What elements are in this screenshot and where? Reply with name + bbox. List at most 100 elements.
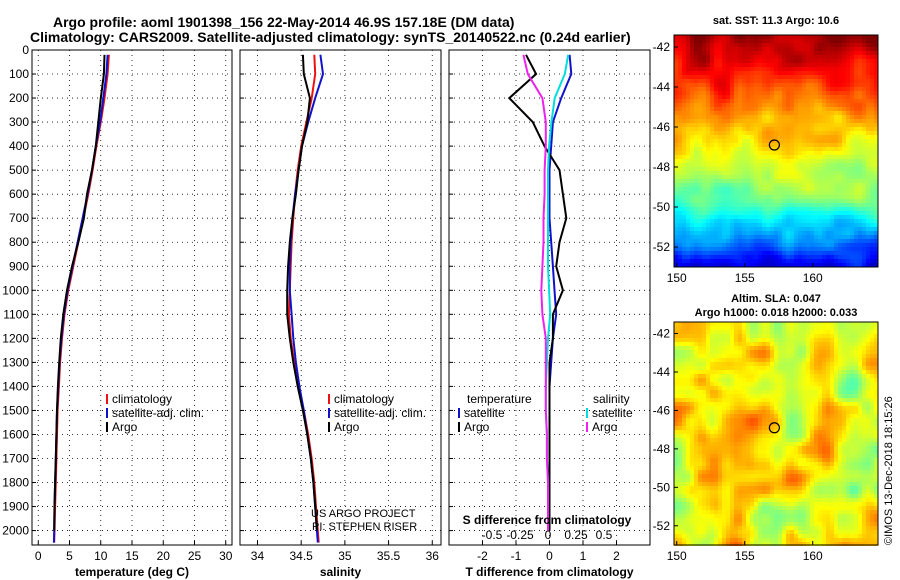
heatmap-cell bbox=[814, 87, 818, 91]
heatmap-cell bbox=[754, 223, 758, 227]
heatmap-cell bbox=[706, 239, 710, 243]
heatmap-cell bbox=[678, 83, 682, 87]
heatmap-cell bbox=[822, 47, 826, 51]
heatmap-cell bbox=[686, 326, 690, 330]
heatmap-cell bbox=[834, 442, 838, 446]
heatmap-cell bbox=[766, 382, 770, 386]
argo-float-position-marker bbox=[768, 139, 780, 151]
heatmap-cell bbox=[750, 406, 754, 410]
heatmap-cell bbox=[814, 115, 818, 119]
heatmap-cell bbox=[778, 187, 782, 191]
y-tick-label: 100 bbox=[9, 67, 29, 81]
heatmap-cell bbox=[698, 211, 702, 215]
heatmap-cell bbox=[778, 179, 782, 183]
heatmap-cell bbox=[838, 394, 842, 398]
heatmap-cell bbox=[802, 179, 806, 183]
heatmap-cell bbox=[802, 175, 806, 179]
heatmap-cell bbox=[798, 71, 802, 75]
heatmap-cell bbox=[790, 79, 794, 83]
heatmap-cell bbox=[810, 450, 814, 454]
heatmap-cell bbox=[758, 223, 762, 227]
heatmap-cell bbox=[758, 111, 762, 115]
heatmap-cell bbox=[714, 35, 718, 39]
heatmap-cell bbox=[710, 326, 714, 330]
heatmap-cell bbox=[858, 75, 862, 79]
heatmap-cell bbox=[842, 219, 846, 223]
heatmap-cell bbox=[786, 175, 790, 179]
heatmap-cell bbox=[710, 115, 714, 119]
heatmap-cell bbox=[818, 71, 822, 75]
heatmap-cell bbox=[842, 402, 846, 406]
heatmap-cell bbox=[710, 358, 714, 362]
heatmap-cell bbox=[754, 95, 758, 99]
heatmap-cell bbox=[826, 75, 830, 79]
heatmap-cell bbox=[794, 75, 798, 79]
heatmap-cell bbox=[826, 227, 830, 231]
heatmap-cell bbox=[718, 207, 722, 211]
heatmap-cell bbox=[690, 398, 694, 402]
heatmap-cell bbox=[750, 55, 754, 59]
heatmap-cell bbox=[758, 35, 762, 39]
heatmap-cell bbox=[682, 362, 686, 366]
heatmap-cell bbox=[822, 342, 826, 346]
heatmap-cell bbox=[722, 127, 726, 131]
heatmap-cell bbox=[826, 418, 830, 422]
heatmap-cell bbox=[798, 95, 802, 99]
heatmap-cell bbox=[674, 111, 678, 115]
heatmap-cell bbox=[714, 123, 718, 127]
heatmap-cell bbox=[822, 71, 826, 75]
heatmap-cell bbox=[694, 79, 698, 83]
heatmap-cell bbox=[842, 255, 846, 259]
heatmap-cell bbox=[714, 155, 718, 159]
heatmap-cell bbox=[750, 179, 754, 183]
heatmap-cell bbox=[758, 326, 762, 330]
heatmap-cell bbox=[678, 243, 682, 247]
heatmap-cell bbox=[838, 167, 842, 171]
heatmap-cell bbox=[786, 350, 790, 354]
heatmap-cell bbox=[790, 358, 794, 362]
heatmap-cell bbox=[874, 83, 878, 87]
heatmap-cell bbox=[826, 251, 830, 255]
heatmap-cell bbox=[754, 123, 758, 127]
heatmap-cell bbox=[850, 330, 854, 334]
heatmap-cell bbox=[846, 107, 850, 111]
heatmap-cell bbox=[842, 223, 846, 227]
heatmap-cell bbox=[686, 159, 690, 163]
heatmap-cell bbox=[854, 63, 858, 67]
heatmap-cell bbox=[678, 91, 682, 95]
heatmap-cell bbox=[738, 147, 742, 151]
heatmap-cell bbox=[722, 207, 726, 211]
heatmap-cell bbox=[746, 239, 750, 243]
heatmap-cell bbox=[726, 418, 730, 422]
heatmap-cell bbox=[830, 322, 834, 326]
heatmap-cell bbox=[834, 163, 838, 167]
heatmap-cell bbox=[794, 442, 798, 446]
heatmap-cell bbox=[706, 382, 710, 386]
heatmap-cell bbox=[702, 183, 706, 187]
heatmap-cell bbox=[698, 167, 702, 171]
heatmap-cell bbox=[722, 223, 726, 227]
heatmap-cell bbox=[830, 55, 834, 59]
heatmap-cell bbox=[766, 207, 770, 211]
heatmap-cell bbox=[830, 35, 834, 39]
heatmap-cell bbox=[766, 338, 770, 342]
heatmap-cell bbox=[690, 115, 694, 119]
heatmap-cell bbox=[870, 235, 874, 239]
heatmap-cell bbox=[710, 175, 714, 179]
heatmap-cell bbox=[750, 422, 754, 426]
heatmap-cell bbox=[814, 386, 818, 390]
heatmap-cell bbox=[706, 247, 710, 251]
heatmap-cell bbox=[754, 426, 758, 430]
heatmap-cell bbox=[758, 43, 762, 47]
heatmap-cell bbox=[786, 135, 790, 139]
heatmap-cell bbox=[738, 51, 742, 55]
heatmap-cell bbox=[750, 223, 754, 227]
heatmap-cell bbox=[862, 107, 866, 111]
heatmap-cell bbox=[690, 143, 694, 147]
heatmap-cell bbox=[706, 390, 710, 394]
heatmap-cell bbox=[742, 330, 746, 334]
heatmap-cell bbox=[790, 203, 794, 207]
heatmap-cell bbox=[822, 223, 826, 227]
heatmap-cell bbox=[718, 378, 722, 382]
heatmap-cell bbox=[870, 362, 874, 366]
